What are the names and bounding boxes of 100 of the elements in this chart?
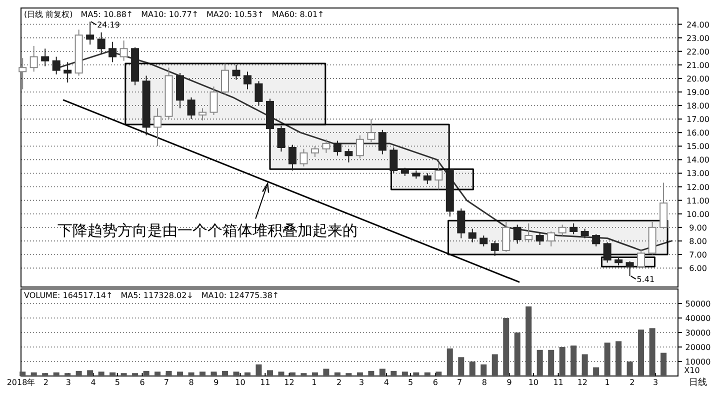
annotation: MA10: 10.77↑: [141, 10, 199, 19]
y-tick-label: 17.00: [686, 115, 710, 124]
x-tick-label: 2: [336, 378, 342, 387]
y-tick-label: 20.00: [686, 74, 710, 84]
bar: [548, 350, 554, 376]
annotation: 下降趋势方向是由一个个箱体堆积叠加起来的: [58, 222, 358, 240]
bar: [379, 368, 386, 376]
bar: [64, 373, 71, 376]
y-tick-label: 50000: [685, 300, 711, 308]
bar: [413, 372, 420, 376]
y-tick-label: 24.00: [686, 20, 710, 30]
x-tick-label: 7: [164, 378, 169, 387]
x-tick-label: 4: [384, 378, 389, 387]
bar: [559, 347, 566, 376]
bar: [323, 368, 330, 376]
bar: [604, 342, 610, 376]
x-tick-label: 2: [630, 378, 635, 387]
bar: [626, 362, 633, 376]
x-tick-label: 1: [604, 378, 610, 387]
bar: [436, 372, 442, 376]
y-tick-label: 16.00: [686, 128, 710, 138]
bar: [526, 306, 532, 376]
annotation: VOLUME: 164517.14↑: [24, 291, 113, 300]
annotation: MA60: 8.01↑: [272, 10, 324, 19]
bar: [110, 372, 116, 376]
bar: [244, 372, 250, 376]
annotation: (日线 前复权): [24, 10, 73, 19]
x-tick-label: 6: [140, 378, 145, 387]
bar: [570, 346, 577, 376]
y-axis-title: X10: [684, 366, 700, 375]
x-tick-label: 3: [652, 378, 658, 387]
bar: [356, 372, 363, 376]
x-tick-label: 11: [553, 378, 564, 387]
x-tick-label: 4: [90, 378, 96, 387]
bar: [120, 373, 127, 376]
bar: [312, 372, 318, 376]
x-tick-label: 1: [312, 378, 317, 387]
y-tick-label: 11.00: [686, 196, 710, 206]
x-tick-label: 10: [528, 378, 539, 387]
y-tick-label: 30000: [685, 328, 711, 338]
bar: [20, 372, 26, 376]
bar: [334, 372, 340, 376]
x-tick-label: 10: [235, 378, 246, 387]
bar: [503, 318, 510, 376]
annotation: MA5: 117328.02↓: [120, 291, 194, 300]
bar: [390, 370, 397, 376]
bar: [222, 370, 228, 376]
bar: [458, 357, 464, 376]
x-tick-label: 2018年: [6, 378, 36, 387]
bar: [480, 364, 487, 376]
x-tick-label: 6: [432, 378, 438, 387]
bar: [233, 372, 240, 376]
bar: [166, 370, 172, 376]
bar: [53, 372, 60, 376]
annotation: 5.41: [636, 275, 655, 284]
x-tick-label: 12: [284, 378, 294, 387]
y-tick-label: 15.00: [686, 142, 710, 152]
bar: [256, 364, 262, 376]
bar: [289, 372, 296, 376]
bar: [132, 373, 138, 376]
x-tick-label: 12: [577, 378, 588, 387]
bar: [87, 370, 94, 376]
x-tick-label: 9: [214, 378, 219, 387]
bar: [177, 372, 184, 376]
x-axis-title: 日线: [689, 377, 707, 388]
x-tick-label: 3: [66, 378, 71, 387]
bar: [492, 354, 498, 376]
bar: [402, 372, 408, 376]
bar: [446, 348, 453, 376]
x-tick-label: 7: [456, 378, 462, 387]
bar: [593, 367, 600, 376]
annotation: 24.19: [97, 20, 120, 30]
x-tick-label: 3: [359, 378, 364, 387]
y-tick-label: 13.00: [686, 169, 710, 178]
bar: [76, 370, 82, 376]
y-tick-label: 14.00: [686, 156, 710, 165]
bar: [514, 332, 520, 376]
x-tick-label: 8: [482, 378, 487, 387]
annotation: MA20: 10.53↑: [206, 10, 264, 19]
bar: [346, 373, 352, 376]
annotation: MA10: 124775.38↑: [201, 291, 280, 300]
y-tick-label: 6.00: [689, 264, 707, 274]
bar: [638, 330, 644, 376]
bar: [469, 362, 476, 376]
bar: [368, 370, 374, 376]
x-tick-label: 11: [260, 378, 270, 387]
y-tick-label: 22.00: [686, 47, 710, 56]
bar: [649, 328, 656, 376]
y-tick-label: 40000: [685, 314, 711, 323]
bar: [278, 372, 284, 376]
y-tick-label: 7.00: [689, 250, 707, 260]
y-tick-label: 23.00: [686, 34, 710, 43]
bar: [42, 373, 48, 376]
bar: [188, 372, 194, 376]
bar: [200, 372, 206, 376]
annotation: MA5: 10.88↑: [80, 10, 134, 19]
bar: [143, 370, 150, 376]
bar: [582, 354, 588, 376]
y-tick-label: 19.00: [686, 88, 710, 97]
bar: [98, 372, 104, 376]
